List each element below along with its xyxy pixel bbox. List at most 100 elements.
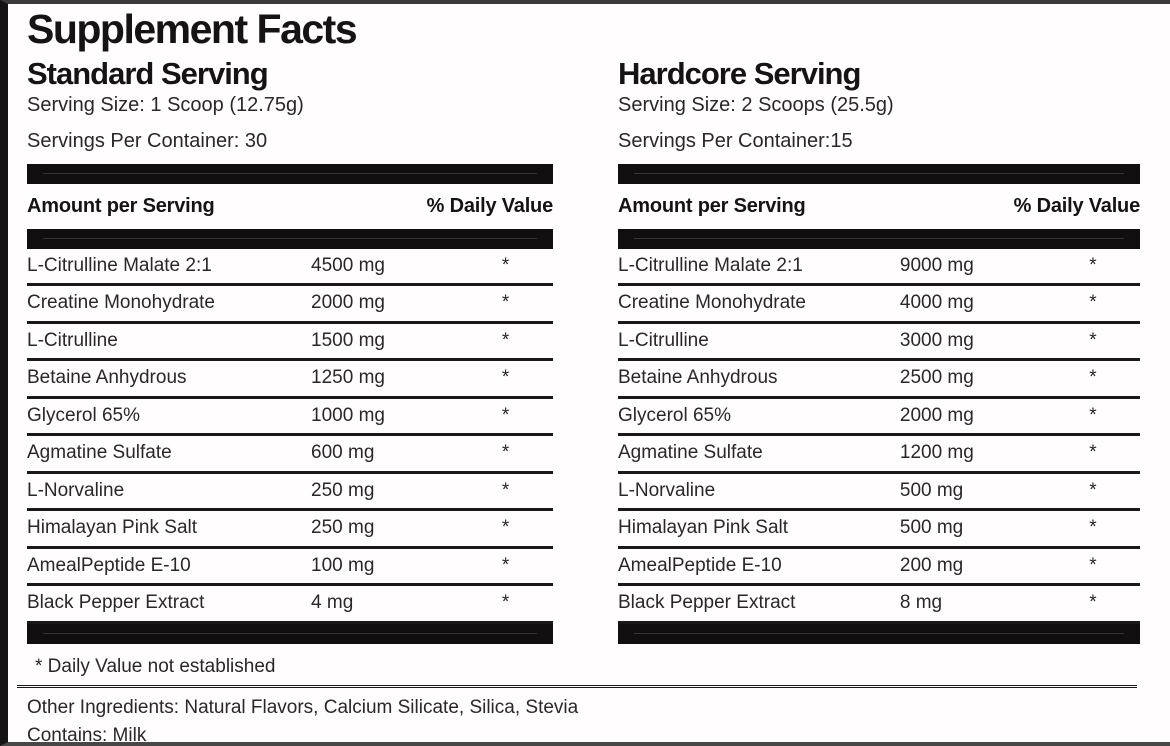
- ingredient-amount: 250 mg: [311, 479, 375, 501]
- daily-value-header: % Daily Value: [426, 194, 554, 217]
- ingredient-name: Betaine Anhydrous: [27, 367, 187, 389]
- ingredient-amount: 1200 mg: [899, 442, 974, 464]
- ingredient-amount: 8 mg: [899, 592, 943, 614]
- ingredient-amount: 200 mg: [899, 554, 964, 576]
- amount-per-serving-header: Amount per Serving: [618, 194, 806, 217]
- ingredient-daily-value: *: [1089, 517, 1097, 539]
- ingredient-row: AmealPeptide E-10 200 mg *: [618, 549, 1140, 587]
- ingredient-row: Creatine Monohydrate 4000 mg *: [618, 286, 1140, 324]
- standard-serving-size: Serving Size: 1 Scoop (12.75g): [27, 93, 304, 116]
- ingredient-row: L-Citrulline Malate 2:1 9000 mg *: [618, 249, 1140, 287]
- ingredient-amount: 4 mg: [311, 592, 354, 614]
- ingredient-name: Himalayan Pink Salt: [618, 517, 789, 539]
- ingredient-daily-value: *: [501, 479, 510, 501]
- ingredient-name: AmealPeptide E-10: [27, 554, 191, 576]
- standard-servings-per-container: Servings Per Container: 30: [27, 129, 268, 152]
- ingredient-row: L-Citrulline 3000 mg *: [618, 324, 1140, 362]
- standard-serving-heading: Standard Serving: [27, 56, 269, 92]
- serving-columns: Standard Serving Serving Size: 1 Scoop (…: [27, 53, 1170, 644]
- ingredient-daily-value: *: [501, 329, 510, 351]
- ingredient-name: AmealPeptide E-10: [618, 554, 782, 576]
- page-title: Supplement Facts: [27, 6, 358, 52]
- separator-bar: [618, 228, 1140, 249]
- hardcore-table-header: Amount per Serving % Daily Value: [618, 184, 1140, 229]
- separator-bar: [27, 623, 553, 644]
- ingredient-daily-value: *: [501, 367, 510, 389]
- ingredient-row: Glycerol 65% 2000 mg *: [618, 399, 1140, 437]
- ingredient-name: Black Pepper Extract: [618, 592, 796, 614]
- ingredient-name: L-Norvaline: [27, 479, 125, 501]
- standard-table-header: Amount per Serving % Daily Value: [27, 184, 553, 229]
- ingredient-daily-value: *: [1089, 442, 1097, 464]
- ingredient-row: Black Pepper Extract 8 mg *: [618, 586, 1140, 624]
- ingredient-daily-value: *: [501, 292, 510, 314]
- ingredient-row: L-Citrulline Malate 2:1 4500 mg *: [27, 249, 553, 287]
- ingredient-name: Agmatine Sulfate: [27, 442, 172, 464]
- ingredient-amount: 500 mg: [899, 517, 964, 539]
- ingredient-row: Himalayan Pink Salt 500 mg *: [618, 511, 1140, 549]
- ingredient-amount: 4500 mg: [311, 254, 385, 276]
- panel-hardcore-serving: Hardcore Serving Serving Size: 2 Scoops …: [618, 53, 1140, 644]
- ingredient-daily-value: *: [1089, 554, 1097, 576]
- ingredient-row: Agmatine Sulfate 1200 mg *: [618, 436, 1140, 474]
- ingredient-row: L-Citrulline 1500 mg *: [27, 324, 553, 362]
- contains-statement: Contains: Milk: [27, 724, 147, 746]
- ingredient-amount: 1500 mg: [311, 329, 385, 351]
- ingredient-daily-value: *: [1089, 254, 1097, 276]
- ingredient-amount: 1000 mg: [311, 404, 385, 426]
- ingredient-amount: 3000 mg: [899, 329, 974, 351]
- ingredient-name: Agmatine Sulfate: [618, 442, 763, 464]
- ingredient-amount: 2000 mg: [311, 292, 385, 314]
- ingredient-row: L-Norvaline 250 mg *: [27, 474, 553, 512]
- ingredient-amount: 600 mg: [311, 442, 375, 464]
- ingredient-name: L-Citrulline: [618, 329, 709, 351]
- separator-bar: [618, 163, 1140, 184]
- ingredient-amount: 2500 mg: [899, 367, 974, 389]
- separator-bar: [27, 163, 553, 184]
- ingredient-daily-value: *: [501, 517, 510, 539]
- ingredient-amount: 1250 mg: [311, 367, 385, 389]
- ingredient-name: L-Norvaline: [618, 479, 716, 501]
- ingredient-row: Betaine Anhydrous 2500 mg *: [618, 361, 1140, 399]
- daily-value-footnote: * Daily Value not established: [35, 655, 276, 677]
- hardcore-servings-per-container: Servings Per Container:15: [618, 129, 853, 152]
- ingredient-name: L-Citrulline: [27, 329, 118, 351]
- ingredient-name: Creatine Monohydrate: [27, 292, 215, 314]
- ingredient-row: AmealPeptide E-10 100 mg *: [27, 549, 553, 587]
- ingredient-daily-value: *: [501, 592, 510, 614]
- amount-per-serving-header: Amount per Serving: [27, 194, 215, 217]
- ingredient-amount: 250 mg: [311, 517, 375, 539]
- ingredient-row: L-Norvaline 500 mg *: [618, 474, 1140, 512]
- ingredient-row: Glycerol 65% 1000 mg *: [27, 399, 553, 437]
- ingredient-name: Glycerol 65%: [618, 404, 731, 426]
- ingredient-daily-value: *: [1089, 292, 1097, 314]
- ingredient-row: Agmatine Sulfate 600 mg *: [27, 436, 553, 474]
- ingredient-amount: 500 mg: [899, 479, 964, 501]
- ingredient-daily-value: *: [501, 442, 510, 464]
- daily-value-header: % Daily Value: [1013, 194, 1141, 217]
- ingredient-name: L-Citrulline Malate 2:1: [618, 254, 803, 276]
- ingredient-name: L-Citrulline Malate 2:1: [27, 254, 212, 276]
- ingredient-daily-value: *: [1089, 479, 1097, 501]
- panel-standard-serving: Standard Serving Serving Size: 1 Scoop (…: [27, 53, 553, 644]
- ingredient-daily-value: *: [501, 404, 510, 426]
- separator-bar: [27, 228, 553, 249]
- ingredient-name: Black Pepper Extract: [27, 592, 205, 614]
- ingredient-daily-value: *: [1089, 367, 1097, 389]
- ingredient-daily-value: *: [501, 254, 510, 276]
- ingredient-row: Creatine Monohydrate 2000 mg *: [27, 286, 553, 324]
- ingredient-name: Glycerol 65%: [27, 404, 140, 426]
- ingredient-name: Betaine Anhydrous: [618, 367, 778, 389]
- ingredient-row: Black Pepper Extract 4 mg *: [27, 586, 553, 624]
- ingredient-name: Creatine Monohydrate: [618, 292, 806, 314]
- ingredient-row: Betaine Anhydrous 1250 mg *: [27, 361, 553, 399]
- ingredient-amount: 2000 mg: [899, 404, 974, 426]
- ingredient-name: Himalayan Pink Salt: [27, 517, 198, 539]
- ingredient-amount: 100 mg: [311, 554, 375, 576]
- ingredient-amount: 4000 mg: [899, 292, 974, 314]
- hardcore-serving-heading: Hardcore Serving: [618, 56, 861, 92]
- other-ingredients: Other Ingredients: Natural Flavors, Calc…: [27, 696, 579, 718]
- ingredient-row: Himalayan Pink Salt 250 mg *: [27, 511, 553, 549]
- ingredient-daily-value: *: [501, 554, 510, 576]
